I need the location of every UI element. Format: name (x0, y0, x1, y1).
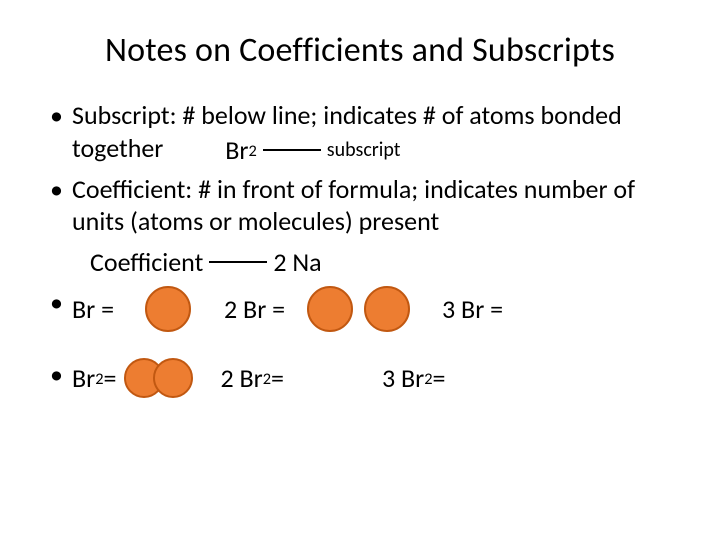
row-molecule-c-sub: 2 (424, 369, 432, 389)
subscript-label: subscript (327, 138, 401, 163)
subscript-example-group: Br2 subscript (225, 134, 400, 167)
atom-icon (307, 286, 353, 332)
subscript-example-sub: 2 (248, 141, 256, 161)
slide-title: Notes on Coefficients and Subscripts (40, 30, 680, 71)
coefficient-connector-line (209, 261, 267, 263)
row-molecule-a-label: Br2 = (72, 362, 116, 395)
subscript-connector-line (263, 149, 321, 151)
bullet-coefficient: Coefficient: # in front of formula; indi… (50, 173, 680, 238)
row-single-c-label: 3 Br = (442, 293, 503, 326)
subscript-example-base: Br (225, 134, 248, 167)
bullet-list: Subscript: # below line; indicates # of … (40, 99, 680, 398)
coefficient-example-text: 2 Na (273, 246, 321, 278)
row-molecule-b-lead: 2 Br (220, 362, 262, 395)
coefficient-example-line: Coefficient 2 Na (50, 244, 680, 279)
row-molecule-b-sub: 2 (263, 369, 271, 389)
slide: Notes on Coefficients and Subscripts Sub… (0, 0, 720, 540)
coefficient-label: Coefficient (90, 246, 203, 278)
coefficient-example-group: Coefficient 2 Na (90, 246, 322, 278)
row-single-b-label: 2 Br = (224, 293, 306, 326)
row-molecule-a-sub: 2 (95, 369, 103, 389)
row-single-a-atoms (132, 286, 204, 332)
row-molecule-c-eq: = (433, 362, 446, 395)
row-molecule-b-eq: = (271, 362, 284, 395)
row-molecule-flex: Br2 = 2 Br2 = 3 Br2 = (72, 358, 680, 398)
bullet-subscript: Subscript: # below line; indicates # of … (50, 99, 680, 167)
bullet-row-single: Br = 2 Br = 3 Br = (50, 286, 680, 332)
row-molecule-c-label: 3 Br2 = (382, 362, 446, 395)
row-single-flex: Br = 2 Br = 3 Br = (72, 286, 680, 332)
coefficient-definition-text: Coefficient: # in front of formula; indi… (72, 173, 635, 238)
atom-icon (364, 286, 410, 332)
bullet-row-molecule: Br2 = 2 Br2 = 3 Br2 = (50, 358, 680, 398)
row-single-b-atoms (306, 286, 414, 332)
row-molecule-a-eq: = (104, 362, 117, 395)
atom-icon (153, 358, 193, 398)
row-single-a-label: Br = (72, 293, 132, 326)
molecule-pair (124, 358, 193, 398)
atom-icon (145, 286, 191, 332)
row-molecule-c-lead: 3 Br (382, 362, 424, 395)
row-molecule-a-base: Br (72, 362, 95, 395)
row-molecule-a-atoms (124, 358, 202, 398)
row-molecule-b-label: 2 Br2 = (220, 362, 284, 395)
